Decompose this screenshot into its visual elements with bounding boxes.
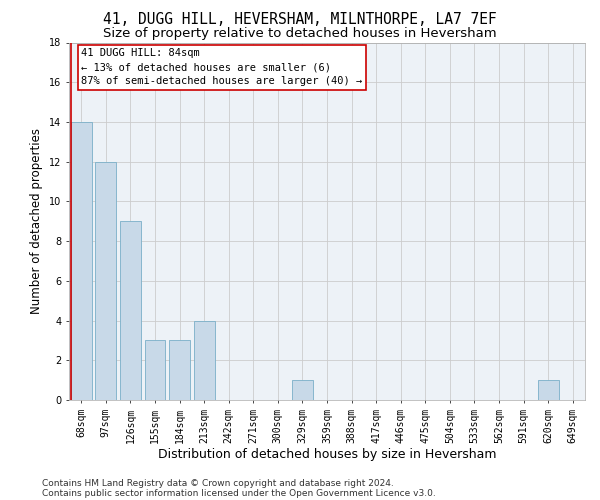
Bar: [194, 320, 215, 400]
Text: Size of property relative to detached houses in Heversham: Size of property relative to detached ho…: [103, 28, 497, 40]
Bar: [145, 340, 166, 400]
Text: Contains HM Land Registry data © Crown copyright and database right 2024.: Contains HM Land Registry data © Crown c…: [42, 478, 394, 488]
Text: Contains public sector information licensed under the Open Government Licence v3: Contains public sector information licen…: [42, 488, 436, 498]
Bar: [169, 340, 190, 400]
Bar: [71, 122, 92, 400]
Bar: [95, 162, 116, 400]
X-axis label: Distribution of detached houses by size in Heversham: Distribution of detached houses by size …: [158, 448, 496, 462]
Text: 41 DUGG HILL: 84sqm
← 13% of detached houses are smaller (6)
87% of semi-detache: 41 DUGG HILL: 84sqm ← 13% of detached ho…: [81, 48, 362, 86]
Bar: [120, 221, 141, 400]
Bar: [292, 380, 313, 400]
Text: 41, DUGG HILL, HEVERSHAM, MILNTHORPE, LA7 7EF: 41, DUGG HILL, HEVERSHAM, MILNTHORPE, LA…: [103, 12, 497, 28]
Y-axis label: Number of detached properties: Number of detached properties: [31, 128, 43, 314]
Bar: [538, 380, 559, 400]
